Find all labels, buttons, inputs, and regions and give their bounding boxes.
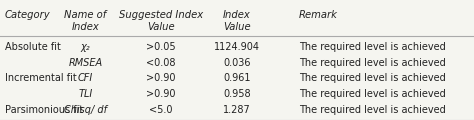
Text: >0.05: >0.05 xyxy=(146,42,176,52)
Text: The required level is achieved: The required level is achieved xyxy=(299,73,446,83)
Text: Suggested Index
Value: Suggested Index Value xyxy=(119,10,203,32)
Text: The required level is achieved: The required level is achieved xyxy=(299,58,446,68)
Text: Absolute fit: Absolute fit xyxy=(5,42,61,52)
Text: Chisq/ df: Chisq/ df xyxy=(64,105,107,115)
Text: <0.08: <0.08 xyxy=(146,58,176,68)
Text: Name of
Index: Name of Index xyxy=(64,10,107,32)
Text: 1.287: 1.287 xyxy=(223,105,251,115)
Text: >0.90: >0.90 xyxy=(146,89,176,99)
Text: 1124.904: 1124.904 xyxy=(214,42,260,52)
Text: Incremental fit: Incremental fit xyxy=(5,73,76,83)
Text: Category: Category xyxy=(5,10,50,20)
Text: χ₂: χ₂ xyxy=(81,42,90,52)
Text: RMSEA: RMSEA xyxy=(68,58,102,68)
Text: The required level is achieved: The required level is achieved xyxy=(299,42,446,52)
Text: 0.036: 0.036 xyxy=(223,58,251,68)
Text: >0.90: >0.90 xyxy=(146,73,176,83)
Text: 0.958: 0.958 xyxy=(223,89,251,99)
Text: Remark: Remark xyxy=(299,10,337,20)
Text: CFI: CFI xyxy=(78,73,93,83)
Text: The required level is achieved: The required level is achieved xyxy=(299,105,446,115)
Text: 0.961: 0.961 xyxy=(223,73,251,83)
Text: Parsimonious fit: Parsimonious fit xyxy=(5,105,83,115)
Text: <5.0: <5.0 xyxy=(149,105,173,115)
Text: The required level is achieved: The required level is achieved xyxy=(299,89,446,99)
Text: TLI: TLI xyxy=(78,89,92,99)
Text: Index
Value: Index Value xyxy=(223,10,251,32)
